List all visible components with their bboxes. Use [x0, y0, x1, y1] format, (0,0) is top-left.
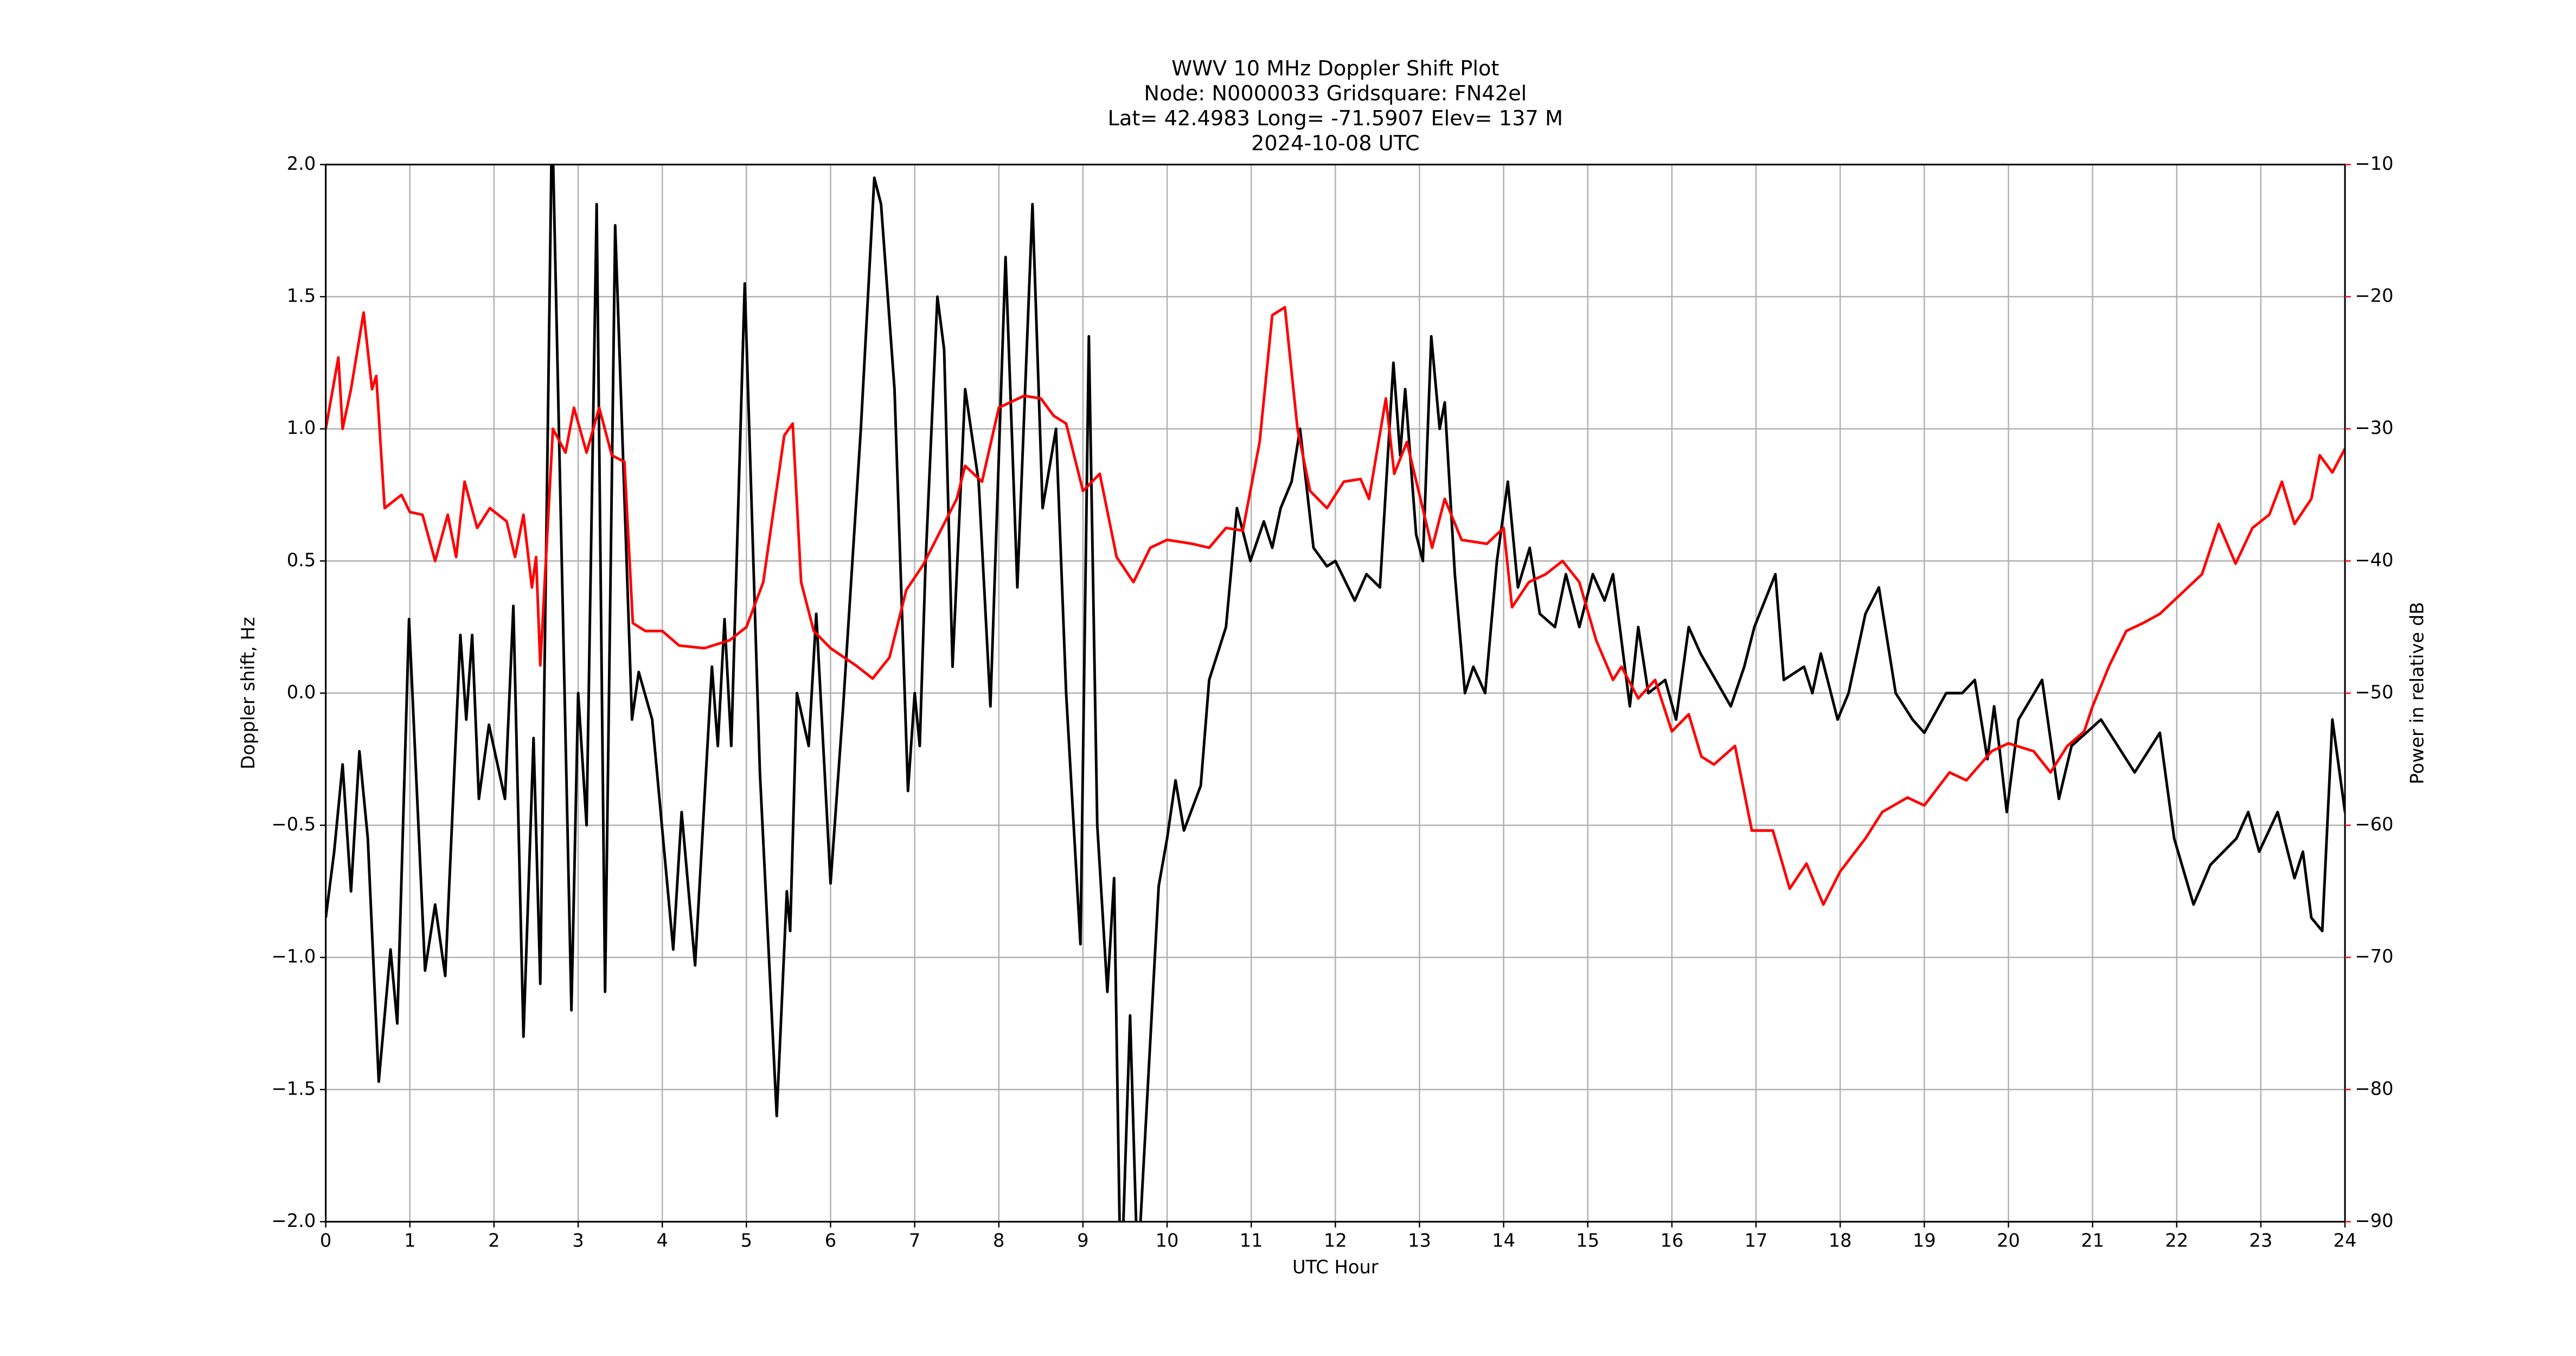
y2-tick-label: −20: [2355, 285, 2393, 306]
y-tick-label: −0.5: [271, 814, 316, 835]
x-tick-label: 12: [1324, 1230, 1347, 1251]
chart-subtitle: Lat= 42.4983 Long= -71.5907 Elev= 137 M: [1108, 106, 1563, 131]
y2-tick-label: −30: [2355, 417, 2393, 438]
x-tick-label: 8: [993, 1230, 1004, 1251]
x-tick-label: 9: [1077, 1230, 1088, 1251]
y-tick-label: 1.5: [287, 285, 316, 306]
y-tick-label: 2.0: [287, 153, 316, 174]
y2-axis-label: Power in relative dB: [2406, 602, 2427, 784]
data-line: [325, 164, 2346, 1222]
y2-tick-label: −50: [2355, 681, 2393, 702]
y2-tick-label: −70: [2355, 946, 2393, 967]
y-tick-label: −1.0: [271, 946, 316, 967]
y2-tick-label: −10: [2355, 153, 2393, 174]
y-tick-label: 1.0: [287, 417, 316, 438]
x-tick-label: 6: [825, 1230, 836, 1251]
x-tick-label: 22: [2165, 1230, 2188, 1251]
axes: 0 1 2 3 4 5 6 7 8 9 10 11 12 13 14 15 16 17 18 19 20 21 22 23 24…: [271, 153, 2393, 1251]
x-tick-label: 7: [909, 1230, 920, 1251]
x-axis-label: UTC Hour: [1292, 1257, 1379, 1278]
chart-subtitle: Node: N0000033 Gridsquare: FN42el: [1144, 81, 1527, 106]
x-tick-label: 4: [657, 1230, 668, 1251]
y2-tick-label: −80: [2355, 1078, 2393, 1099]
x-tick-label: 3: [572, 1230, 584, 1251]
x-tick-label: 24: [2334, 1230, 2357, 1251]
chart-subtitle: 2024-10-08 UTC: [1251, 131, 1420, 156]
y-tick-label: −1.5: [271, 1078, 316, 1099]
x-tick-label: 0: [320, 1230, 331, 1251]
x-tick-label: 10: [1156, 1230, 1179, 1251]
x-tick-label: 19: [1913, 1230, 1936, 1251]
y-tick-label: 0.0: [287, 681, 316, 702]
y2-tick-label: −60: [2355, 814, 2393, 835]
chart-title: WWV 10 MHz Doppler Shift Plot: [1171, 56, 1499, 81]
y2-tick-label: −90: [2355, 1210, 2393, 1231]
x-tick-label: 15: [1576, 1230, 1599, 1251]
data-line: [325, 306, 2346, 906]
x-tick-label: 20: [1997, 1230, 2020, 1251]
y-axis-label: Doppler shift, Hz: [238, 617, 259, 769]
x-tick-label: 21: [2081, 1230, 2104, 1251]
x-tick-label: 2: [488, 1230, 499, 1251]
x-tick-label: 14: [1492, 1230, 1515, 1251]
y-tick-label: −2.0: [271, 1210, 316, 1231]
x-tick-label: 1: [404, 1230, 415, 1251]
y-tick-label: 0.5: [287, 549, 316, 571]
x-tick-label: 16: [1660, 1230, 1683, 1251]
x-tick-label: 11: [1240, 1230, 1263, 1251]
x-tick-label: 23: [2249, 1230, 2272, 1251]
plot-lines: [325, 164, 2346, 1222]
x-tick-label: 13: [1408, 1230, 1431, 1251]
x-tick-label: 5: [741, 1230, 752, 1251]
y2-tick-label: −40: [2355, 549, 2393, 571]
x-tick-label: 18: [1829, 1230, 1852, 1251]
x-tick-label: 17: [1745, 1230, 1768, 1251]
